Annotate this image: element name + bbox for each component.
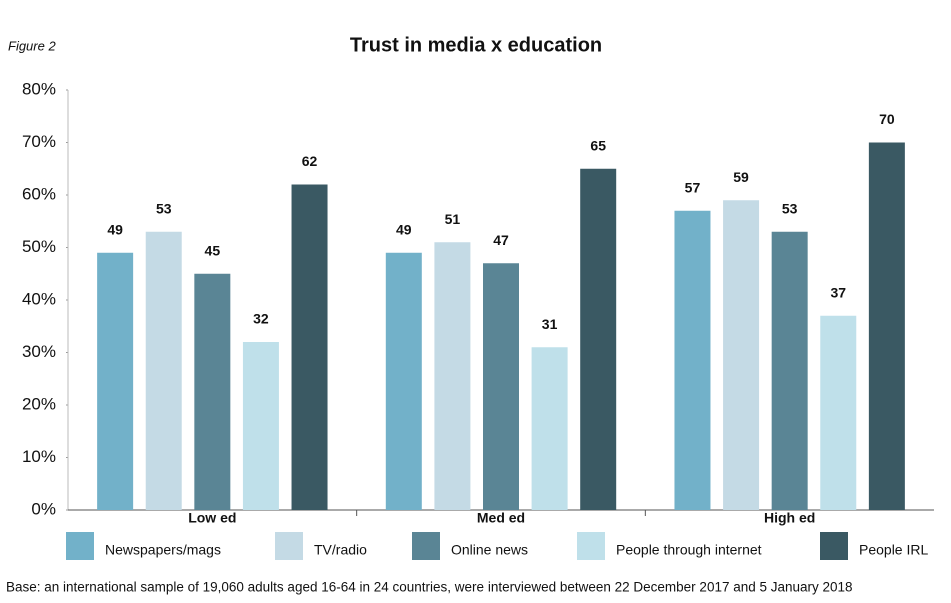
data-label: 65	[590, 137, 606, 153]
y-tick-label: 60%	[22, 184, 56, 203]
y-tick-label: 70%	[22, 132, 56, 151]
bar	[434, 242, 471, 510]
y-tick-label: 0%	[31, 499, 56, 518]
bar	[771, 231, 808, 510]
data-label: 53	[782, 200, 798, 216]
x-tick-label: High ed	[764, 510, 815, 526]
bar	[580, 168, 617, 510]
data-label: 49	[107, 221, 123, 237]
figure-label: Figure 2	[8, 38, 56, 53]
bar	[97, 252, 134, 510]
y-tick-label: 80%	[22, 79, 56, 98]
legend-label: People IRL	[859, 542, 928, 558]
bar	[868, 142, 905, 510]
bar	[194, 273, 231, 510]
x-tick-label: Low ed	[188, 510, 236, 526]
y-tick-label: 50%	[22, 237, 56, 256]
bar	[483, 263, 519, 510]
legend-label: Online news	[451, 542, 528, 558]
legend-swatch	[820, 532, 848, 560]
bar	[820, 315, 857, 510]
data-label: 53	[156, 200, 172, 216]
data-label: 49	[396, 221, 412, 237]
data-label: 70	[879, 111, 895, 127]
bar	[385, 252, 422, 510]
data-label: 45	[205, 242, 221, 258]
data-label: 32	[253, 311, 269, 327]
y-tick-label: 10%	[22, 447, 56, 466]
data-label: 31	[542, 316, 558, 332]
footnote: Base: an international sample of 19,060 …	[6, 580, 853, 595]
legend-swatch	[66, 532, 94, 560]
data-label: 51	[445, 211, 461, 227]
y-tick-label: 20%	[22, 394, 56, 413]
legend-swatch	[412, 532, 440, 560]
data-label: 57	[685, 179, 701, 195]
data-label: 59	[733, 169, 749, 185]
bar	[531, 347, 568, 510]
y-tick-label: 30%	[22, 342, 56, 361]
legend-swatch	[275, 532, 303, 560]
bar	[723, 200, 760, 510]
data-label: 47	[493, 232, 509, 248]
bar	[242, 342, 279, 510]
x-tick-label: Med ed	[477, 510, 525, 526]
data-label: 37	[830, 284, 846, 300]
bar	[145, 231, 182, 510]
bar	[291, 184, 328, 510]
data-label: 62	[302, 153, 318, 169]
legend-swatch	[577, 532, 605, 560]
legend-label: People through internet	[616, 542, 762, 558]
chart-title: Trust in media x education	[350, 34, 602, 56]
legend-label: Newspapers/mags	[105, 542, 221, 558]
bar	[674, 210, 711, 510]
legend-label: TV/radio	[314, 542, 367, 558]
y-tick-label: 40%	[22, 289, 56, 308]
